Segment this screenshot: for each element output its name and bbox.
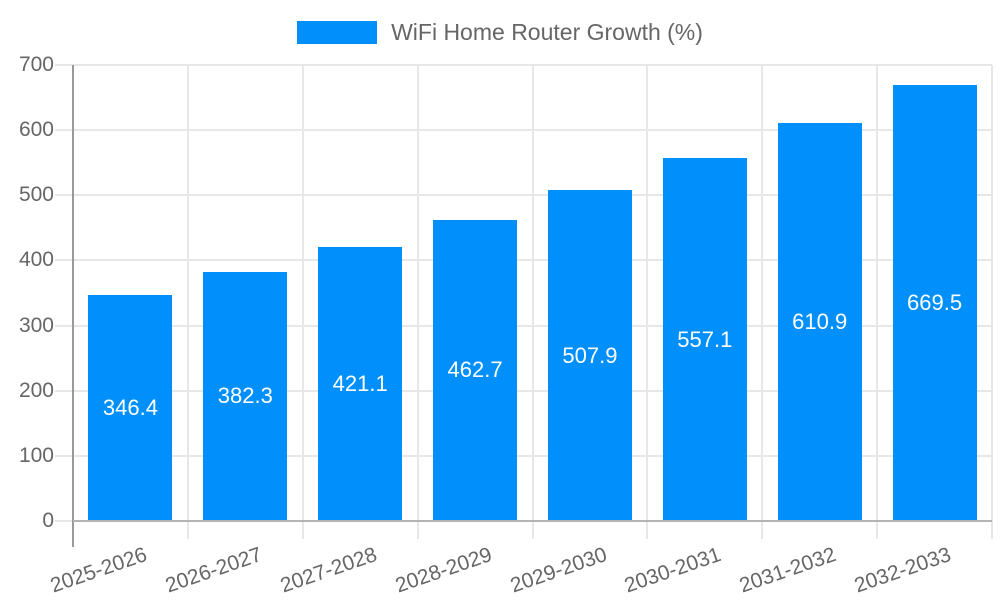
gridline-vertical: [416, 65, 419, 521]
bar-2030-2031[interactable]: [662, 158, 747, 521]
gridline-vertical: [761, 65, 764, 521]
y-axis-label: 0: [42, 509, 54, 532]
bar-2027-2028[interactable]: [318, 246, 403, 521]
gridline-vertical: [531, 65, 534, 521]
y-axis-label: 400: [18, 248, 54, 272]
y-axis-tick: [55, 259, 73, 262]
x-axis-label: 2032-2033: [851, 543, 955, 598]
legend-label: WiFi Home Router Growth (%): [391, 19, 703, 45]
x-axis-line: [73, 520, 992, 522]
y-axis-tick: [55, 389, 73, 392]
y-axis-tick: [55, 129, 73, 132]
x-axis-tick: [531, 521, 534, 539]
x-axis-tick: [301, 521, 304, 539]
x-axis-label: 2029-2030: [506, 543, 610, 598]
y-axis-line: [72, 65, 74, 547]
bar-2029-2030[interactable]: [547, 190, 632, 521]
x-axis-tick: [416, 521, 419, 539]
x-axis-tick: [991, 521, 993, 539]
x-axis-label: 2025-2026: [47, 543, 150, 598]
y-axis-label: 600: [18, 118, 54, 142]
x-axis-label: 2030-2031: [621, 543, 725, 598]
gridline-vertical: [991, 65, 993, 521]
chart-legend[interactable]: WiFi Home Router Growth (%): [0, 19, 1000, 46]
x-axis-tick: [186, 521, 189, 539]
y-axis-label: 700: [18, 53, 54, 76]
bar-2028-2029[interactable]: [433, 219, 518, 521]
x-axis-label: 2028-2029: [392, 543, 495, 598]
gridline-vertical: [876, 65, 879, 521]
x-axis-tick: [646, 521, 649, 539]
y-axis-label: 300: [18, 313, 54, 337]
bar-2032-2033[interactable]: [892, 84, 977, 521]
x-axis-tick: [761, 521, 764, 539]
y-axis-tick: [55, 194, 73, 197]
y-axis-tick: [55, 324, 73, 327]
x-axis-label: 2026-2027: [162, 543, 265, 598]
y-axis-label: 200: [18, 378, 54, 402]
gridline-vertical: [186, 65, 189, 521]
y-axis-tick: [55, 520, 73, 522]
y-axis-label: 100: [18, 443, 54, 467]
x-axis-label: 2027-2028: [277, 543, 380, 598]
bar-2031-2032[interactable]: [777, 123, 862, 521]
gridline-horizontal: [73, 64, 992, 66]
y-axis-label: 500: [18, 183, 54, 207]
gridline-vertical: [301, 65, 304, 521]
bar-2026-2027[interactable]: [203, 271, 288, 521]
y-axis-tick: [55, 64, 73, 66]
y-axis-tick: [55, 454, 73, 457]
x-axis-tick: [876, 521, 879, 539]
bar-2025-2026[interactable]: [88, 295, 173, 521]
x-axis-label: 2031-2032: [736, 543, 840, 598]
legend-swatch: [297, 21, 378, 44]
gridline-vertical: [646, 65, 649, 521]
